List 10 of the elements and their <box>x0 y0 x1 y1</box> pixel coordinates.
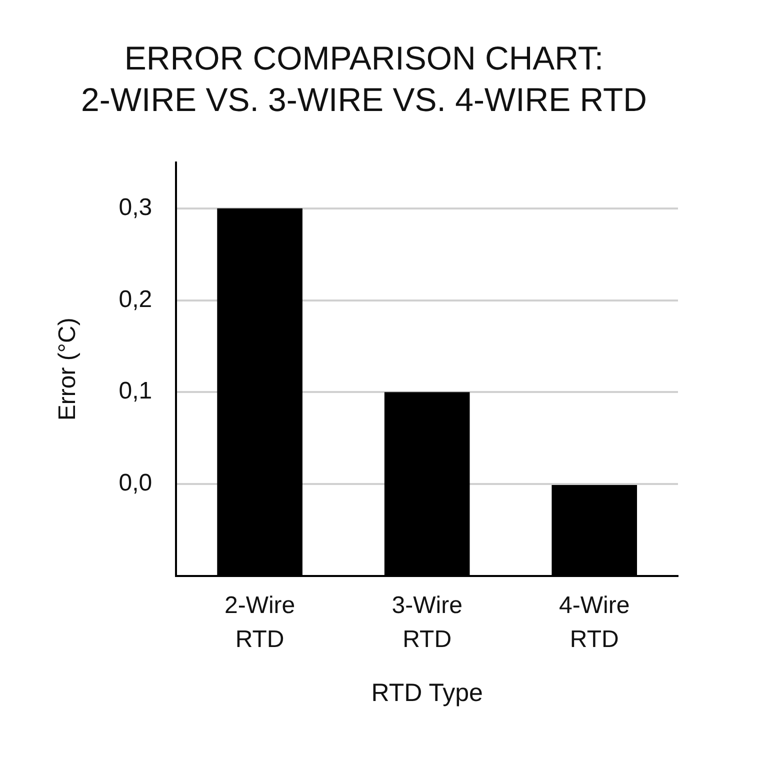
y-tick-label: 0,2 <box>118 286 152 313</box>
x-axis-title: RTD Type <box>371 678 483 707</box>
x-tick-label: 2-Wire RTD <box>224 592 296 653</box>
y-tick-label: 0,0 <box>118 470 152 497</box>
y-axis-title: Error (°C) <box>54 318 82 421</box>
x-tick-label: 3-Wire RTD <box>392 592 462 653</box>
y-tick-label: 0,3 <box>118 194 152 222</box>
x-tick-label: 4-Wire RTD <box>559 592 630 653</box>
y-tick-label: 0,1 <box>118 378 152 405</box>
chart-title: ERROR COMPARISON CHART: 2-WIRE VS. 3-WIRE VS. 4-WIRE RTD <box>81 40 647 118</box>
